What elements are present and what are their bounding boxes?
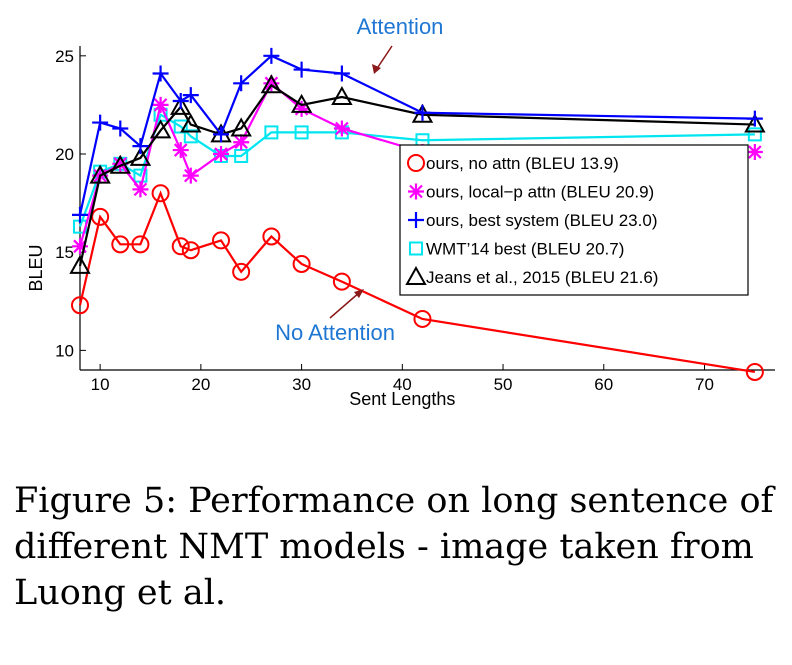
y-tick-label: 20	[55, 145, 74, 164]
data-point	[112, 155, 129, 172]
data-point	[744, 113, 766, 133]
legend: ours, no attn (BLEU 13.9) ours, local−p a…	[399, 144, 749, 296]
annotations: Attention No Attention	[275, 14, 443, 345]
data-point	[71, 296, 89, 315]
data-point	[333, 120, 350, 137]
data-point	[292, 254, 311, 273]
data-point	[182, 167, 199, 184]
data-point	[262, 227, 281, 246]
data-point	[129, 146, 152, 166]
series-circle	[71, 184, 764, 381]
series-triangle	[69, 74, 766, 274]
data-point	[149, 119, 172, 139]
data-point	[89, 164, 111, 184]
annotation-no-attention: No Attention	[275, 320, 395, 345]
legend-entry: WMT’14 best (BLEU 20.7)	[426, 240, 624, 259]
legend-marker	[408, 212, 424, 228]
y-axis-label: BLEU	[26, 244, 46, 291]
data-point	[111, 235, 130, 254]
data-point	[132, 138, 149, 155]
data-point	[180, 113, 202, 133]
data-point	[746, 110, 763, 127]
data-point	[746, 144, 763, 161]
data-point	[91, 207, 110, 226]
data-point	[233, 75, 250, 92]
data-point	[263, 75, 280, 92]
data-point	[293, 100, 310, 117]
data-point	[151, 184, 170, 203]
axes: 10 20 30 40 50 60 70 10 15 20 25 Sent Lengths BLEU	[26, 46, 775, 409]
figure-caption: Figure 5: Performance on long sentence o…	[14, 481, 774, 613]
data-point	[171, 237, 190, 256]
legend-marker	[408, 183, 424, 200]
data-point	[233, 134, 250, 151]
data-point	[263, 47, 280, 64]
data-point	[132, 181, 149, 198]
annotation-attention: Attention	[357, 14, 444, 39]
data-point	[333, 65, 350, 82]
arrowhead-no-attention	[354, 289, 364, 298]
data-point	[172, 142, 189, 159]
x-tick-label: 50	[494, 375, 513, 394]
legend-marker	[407, 154, 425, 172]
data-point	[182, 87, 199, 104]
x-axis-label: Sent Lengths	[349, 389, 455, 409]
data-point	[112, 120, 129, 137]
data-point	[92, 114, 109, 131]
y-tick-label: 25	[55, 47, 74, 66]
data-point	[212, 231, 231, 250]
x-tick-label: 70	[695, 375, 714, 394]
legend-entry: ours, best system (BLEU 23.0)	[426, 211, 657, 230]
data-point	[181, 241, 200, 260]
legend-marker	[409, 241, 423, 256]
data-point	[72, 206, 88, 223]
series-layer	[69, 47, 766, 381]
data-point	[109, 154, 131, 174]
data-point	[294, 125, 309, 140]
data-point	[213, 146, 230, 162]
legend-box	[399, 144, 749, 296]
x-tick-label: 60	[594, 375, 613, 394]
arrowhead-attention	[372, 64, 381, 74]
data-point	[230, 117, 252, 137]
x-tick-label: 10	[91, 375, 110, 394]
data-point	[332, 272, 351, 291]
data-point	[290, 93, 313, 113]
data-point	[213, 126, 230, 143]
y-tick-label: 15	[55, 243, 74, 262]
data-point	[172, 92, 189, 109]
bleu-line-chart: 10 20 30 40 50 60 70 10 15 20 25 Sent Lengths BLEU o…	[26, 14, 775, 409]
data-point	[69, 254, 91, 274]
data-point	[72, 238, 88, 255]
series-plus	[72, 47, 763, 223]
data-point	[745, 362, 764, 381]
data-point	[747, 127, 762, 142]
data-point	[414, 104, 431, 121]
legend-entry: ours, local−p attn (BLEU 20.9)	[426, 183, 654, 202]
legend-entry: Jeans et al., 2015 (BLEU 21.6)	[426, 268, 658, 287]
data-point	[232, 262, 251, 281]
data-point	[183, 129, 198, 144]
data-point	[131, 235, 150, 254]
data-point	[152, 96, 169, 113]
legend-marker	[405, 265, 427, 285]
legend-entry: ours, no attn (BLEU 13.9)	[426, 154, 619, 173]
y-tick-label: 10	[55, 341, 74, 360]
x-tick-label: 40	[393, 375, 412, 394]
data-point	[413, 309, 432, 328]
x-tick-label: 30	[292, 375, 311, 394]
x-tick-label: 20	[191, 375, 210, 394]
data-point	[331, 86, 353, 106]
data-point	[170, 95, 192, 115]
arrow-no-attention	[329, 291, 361, 319]
data-point	[152, 65, 169, 82]
data-point	[293, 61, 310, 78]
data-point	[260, 74, 283, 94]
data-point	[264, 125, 279, 140]
arrow-attention	[375, 45, 393, 71]
